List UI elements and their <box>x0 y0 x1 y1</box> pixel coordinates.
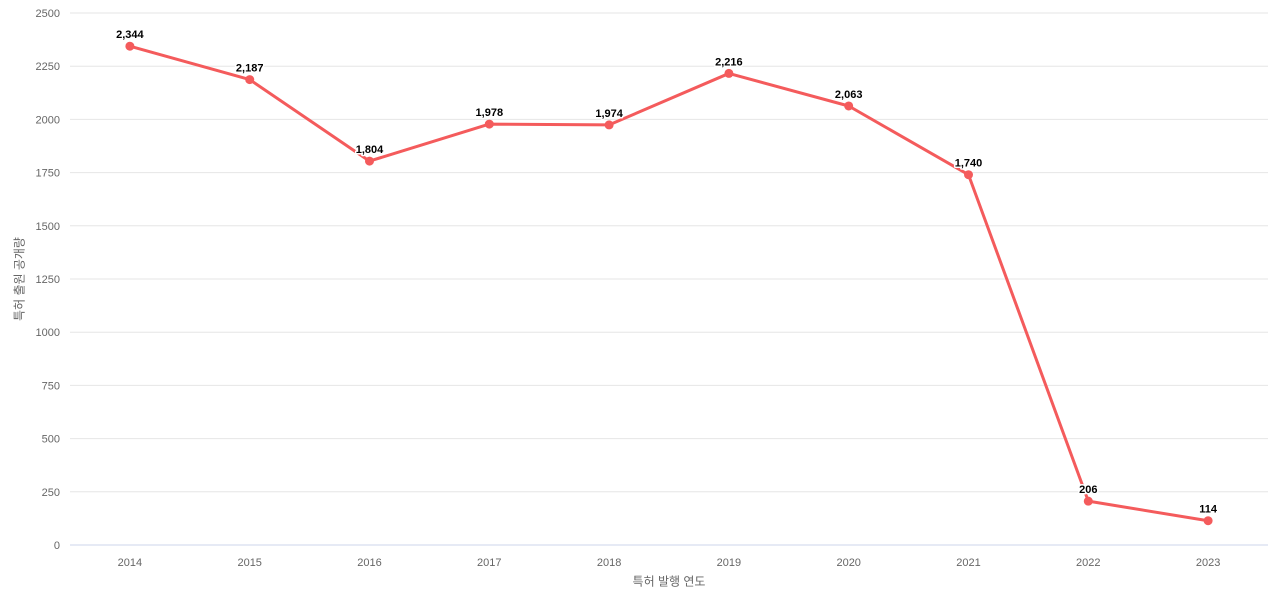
data-label: 1,974 <box>595 108 623 120</box>
data-label: 1,740 <box>955 158 983 170</box>
x-tick-label: 2015 <box>237 557 261 569</box>
data-point[interactable] <box>1203 516 1213 526</box>
data-label: 2,216 <box>715 56 743 68</box>
y-tick-label: 750 <box>42 380 60 392</box>
y-tick-label: 250 <box>42 487 60 499</box>
x-tick-label: 2020 <box>836 557 860 569</box>
data-label: 2,344 <box>116 29 144 41</box>
data-point[interactable] <box>724 68 734 78</box>
data-label: 114 <box>1199 504 1218 516</box>
series-line <box>128 44 1210 523</box>
data-point[interactable] <box>484 119 494 129</box>
data-label: 1,978 <box>476 107 504 119</box>
data-point[interactable] <box>125 41 135 51</box>
x-tick-label: 2019 <box>717 557 741 569</box>
data-label: 2,187 <box>236 63 264 75</box>
y-tick-label: 1250 <box>36 274 60 286</box>
x-tick-label: 2018 <box>597 557 621 569</box>
data-point[interactable] <box>365 156 374 166</box>
data-point[interactable] <box>1083 496 1093 506</box>
y-tick-label: 2250 <box>36 61 60 73</box>
x-tick-label: 2014 <box>118 557 142 569</box>
data-label: 1,804 <box>356 144 384 156</box>
x-tick-label: 2016 <box>357 557 381 569</box>
y-tick-label: 1500 <box>36 221 60 233</box>
data-label: 206 <box>1079 484 1097 496</box>
data-point[interactable] <box>604 120 614 130</box>
data-point[interactable] <box>964 170 973 180</box>
x-tick-label: 2022 <box>1076 557 1100 569</box>
y-tick-label: 500 <box>42 434 60 446</box>
y-tick-label: 2000 <box>36 114 60 126</box>
y-tick-label: 2500 <box>36 8 60 20</box>
y-tick-label: 1750 <box>36 168 60 180</box>
x-tick-label: 2017 <box>477 557 501 569</box>
data-point[interactable] <box>844 101 854 111</box>
x-axis-title: 특허 발행 연도 <box>632 574 706 589</box>
data-point[interactable] <box>245 75 255 85</box>
x-tick-label: 2021 <box>956 557 980 569</box>
y-axis-title: 특허 출원 공개량 <box>12 237 27 321</box>
y-tick-label: 1000 <box>36 327 60 339</box>
data-label: 2,063 <box>835 89 863 101</box>
x-tick-label: 2023 <box>1196 557 1220 569</box>
y-tick-label: 0 <box>54 540 60 552</box>
